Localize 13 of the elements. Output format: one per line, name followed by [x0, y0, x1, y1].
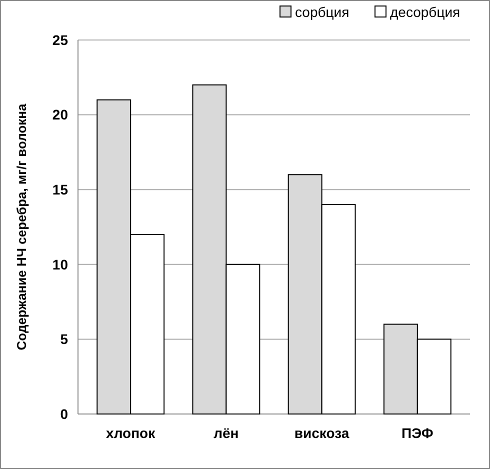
x-tick-label: вискоза [294, 425, 350, 441]
x-tick-label: лён [214, 425, 239, 441]
y-tick-label: 10 [52, 256, 68, 272]
legend-label: десорбция [390, 4, 460, 20]
y-tick-label: 15 [52, 182, 68, 198]
x-tick-label: хлопок [106, 425, 156, 441]
legend-label: сорбция [295, 4, 350, 20]
y-tick-label: 20 [52, 106, 68, 123]
y-axis-title: Содержание НЧ серебра, мг/г волокна [14, 103, 29, 350]
y-tick-label: 5 [60, 331, 68, 348]
x-tick-label: ПЭФ [402, 425, 434, 441]
y-tick-label: 0 [60, 406, 68, 422]
y-tick-label: 25 [52, 32, 68, 48]
